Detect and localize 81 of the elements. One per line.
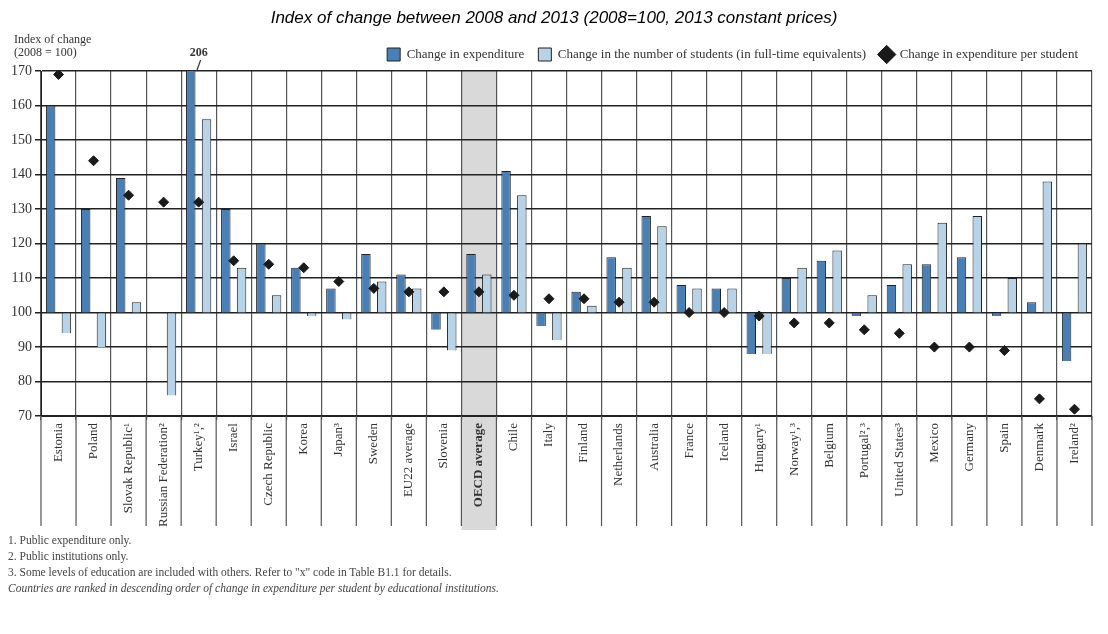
point	[438, 286, 450, 298]
point	[998, 345, 1010, 357]
x-tick-label: Sweden	[365, 422, 381, 465]
point	[123, 189, 135, 201]
point	[53, 71, 65, 80]
y-tick-label: 160	[11, 97, 32, 113]
point	[648, 296, 660, 308]
point	[613, 296, 625, 308]
x-tick-label: Slovenia	[435, 422, 451, 469]
x-tick-label: Russian Federation²	[155, 423, 171, 528]
point	[578, 293, 590, 305]
legend-label: Change in expenditure per student	[899, 45, 1079, 61]
point	[88, 155, 100, 167]
x-tick-label: EU22 average	[400, 422, 416, 498]
point	[158, 196, 170, 208]
point	[1068, 403, 1080, 415]
x-tick-label: Spain	[995, 422, 1011, 453]
x-tick-label: Iceland	[715, 422, 731, 462]
x-tick-label: United States³	[890, 423, 906, 497]
y-tick-label: 150	[11, 131, 32, 147]
point	[683, 307, 695, 319]
y-tick-label: 140	[11, 166, 32, 182]
point	[508, 289, 520, 301]
point	[193, 196, 205, 208]
point	[1033, 393, 1045, 405]
x-tick-label: Germany	[960, 422, 976, 472]
point	[893, 327, 905, 339]
text: 3. Some levels of education are included with others. Refer to "x" code in Table B1.1 for details.	[8, 565, 453, 580]
legend-label: Change in the number of students (in full-time equivalents)	[557, 45, 867, 61]
point	[368, 282, 380, 294]
y-tick-label: 130	[11, 200, 32, 216]
annotation: 206	[189, 45, 208, 60]
x-tick-label: France	[680, 422, 696, 459]
point	[543, 293, 555, 305]
y-tick-label: 80	[18, 373, 32, 389]
point	[228, 255, 240, 267]
x-tick-label: Turkey¹,²	[190, 423, 206, 472]
x-tick-label: Italy	[540, 422, 556, 447]
point	[928, 341, 940, 353]
x-tick-label: Estonia	[49, 422, 65, 463]
y-tick-label: 110	[11, 269, 32, 285]
x-tick-label: Slovak Republic¹	[120, 423, 136, 514]
x-tick-label: Israel	[225, 422, 241, 452]
point	[298, 262, 310, 274]
point	[788, 317, 800, 329]
x-tick-label: Netherlands	[610, 423, 626, 486]
x-tick-label: Mexico	[925, 423, 941, 463]
y-tick-label: 90	[18, 338, 32, 354]
x-tick-label: Belgium	[820, 423, 836, 468]
point	[963, 341, 975, 353]
x-tick-label: Chile	[505, 422, 521, 452]
text: Countries are ranked in descending order of change in expenditure per student by educational institutions.	[8, 581, 500, 596]
y-tick-label: 70	[18, 407, 32, 423]
point	[858, 324, 870, 336]
point	[333, 276, 345, 287]
x-tick-label: Norway¹,³	[785, 422, 801, 477]
y-tick-label: 170	[11, 62, 32, 78]
x-tick-label: Czech Republic	[260, 422, 276, 506]
x-tick-label: Finland	[575, 422, 591, 463]
text: 1. Public expenditure only.	[8, 533, 133, 548]
point	[263, 258, 275, 270]
x-tick-label: Korea	[295, 422, 311, 455]
y-tick-label: 100	[11, 304, 32, 320]
point	[473, 286, 485, 298]
x-tick-label: Hungary¹	[750, 422, 766, 473]
x-tick-label: Australia	[645, 422, 661, 471]
y-axis-title: Index of change (2008 = 100)	[14, 32, 92, 60]
point	[718, 307, 730, 319]
x-tick-label: Portugal²,³	[855, 423, 871, 479]
x-tick-label: OECD average	[470, 422, 486, 508]
x-tick-label: Poland	[84, 422, 100, 460]
x-tick-label: Ireland²	[1065, 423, 1081, 464]
chart-title: Index of change between 2008 and 2013 (2008=100, 2013 constant prices)	[269, 8, 839, 28]
legend-label: Change in expenditure	[406, 45, 525, 61]
point	[823, 317, 835, 329]
x-tick-label: Japan³	[330, 422, 346, 457]
x-tick-label: Denmark	[1030, 422, 1046, 472]
point	[753, 310, 765, 322]
text: 2. Public institutions only.	[8, 549, 130, 564]
y-tick-label: 120	[11, 235, 32, 251]
point	[403, 286, 415, 298]
